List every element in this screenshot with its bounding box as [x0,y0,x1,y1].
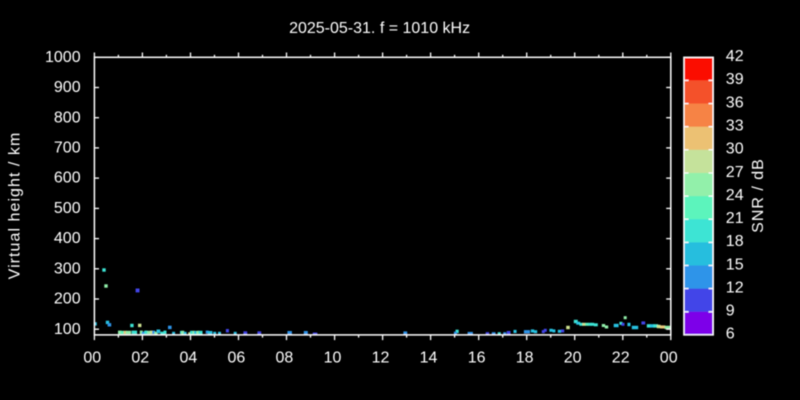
svg-text:39: 39 [726,71,744,88]
svg-text:21: 21 [726,210,744,227]
svg-text:700: 700 [54,140,81,157]
svg-text:22: 22 [612,350,630,367]
svg-text:400: 400 [54,230,81,247]
svg-text:24: 24 [726,187,744,204]
svg-text:27: 27 [726,164,744,181]
svg-text:12: 12 [726,279,744,296]
svg-text:33: 33 [726,118,744,135]
svg-text:600: 600 [54,170,81,187]
svg-text:08: 08 [276,350,294,367]
svg-text:200: 200 [54,291,81,308]
svg-text:10: 10 [324,350,342,367]
svg-text:500: 500 [54,200,81,217]
svg-text:16: 16 [468,350,486,367]
svg-text:12: 12 [372,350,390,367]
svg-text:36: 36 [726,94,744,111]
svg-text:1000: 1000 [45,49,81,66]
svg-text:900: 900 [54,79,81,96]
svg-text:6: 6 [726,326,735,343]
svg-text:2025-05-31. f = 1010 kHz: 2025-05-31. f = 1010 kHz [289,20,470,37]
svg-text:06: 06 [228,350,246,367]
svg-text:02: 02 [131,350,149,367]
svg-text:SNR / dB: SNR / dB [750,158,767,233]
svg-text:14: 14 [420,350,438,367]
svg-text:18: 18 [726,233,744,250]
svg-text:30: 30 [726,141,744,158]
svg-text:800: 800 [54,109,81,126]
svg-text:04: 04 [180,350,198,367]
svg-text:300: 300 [54,260,81,277]
svg-text:15: 15 [726,256,744,273]
svg-text:Virtual height / km: Virtual height / km [7,132,24,280]
svg-text:20: 20 [564,350,582,367]
svg-text:100: 100 [54,321,81,338]
svg-text:18: 18 [516,350,534,367]
svg-text:00: 00 [83,350,101,367]
svg-text:42: 42 [726,48,744,65]
svg-text:9: 9 [726,303,735,320]
svg-text:00: 00 [660,350,678,367]
